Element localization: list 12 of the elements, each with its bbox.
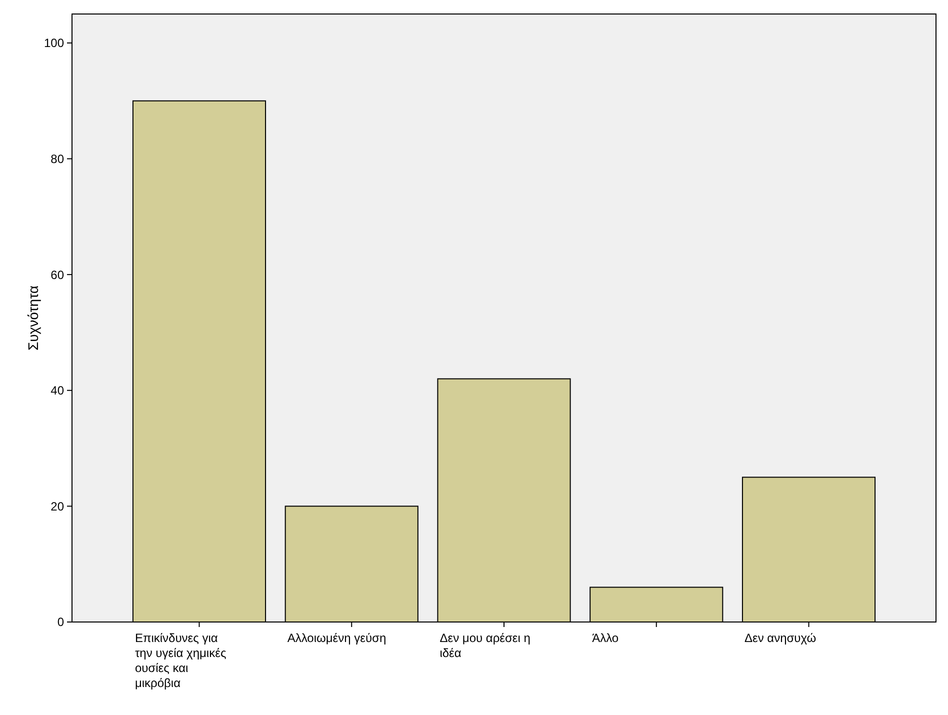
- x-tick-label: Άλλο: [592, 631, 619, 645]
- y-tick-label: 0: [57, 615, 64, 630]
- x-tick-label: Δεν ανησυχώ: [744, 631, 816, 645]
- x-tick-label: Δεν μου αρέσει η ιδέα: [440, 631, 530, 660]
- x-tick-label: Επικίνδυνες για την υγεία χημικές ουσίες και μικρόβια: [134, 631, 226, 690]
- y-tick-label: 100: [44, 36, 64, 50]
- x-tick-label: Αλλοιωμένη γεύση: [287, 631, 386, 645]
- y-tick-label: 20: [50, 499, 64, 514]
- y-axis-title: Συχνότητα: [25, 286, 41, 350]
- y-tick-label: 40: [50, 384, 64, 398]
- y-tick-label: 80: [50, 152, 64, 166]
- y-tick-label: 60: [50, 268, 64, 282]
